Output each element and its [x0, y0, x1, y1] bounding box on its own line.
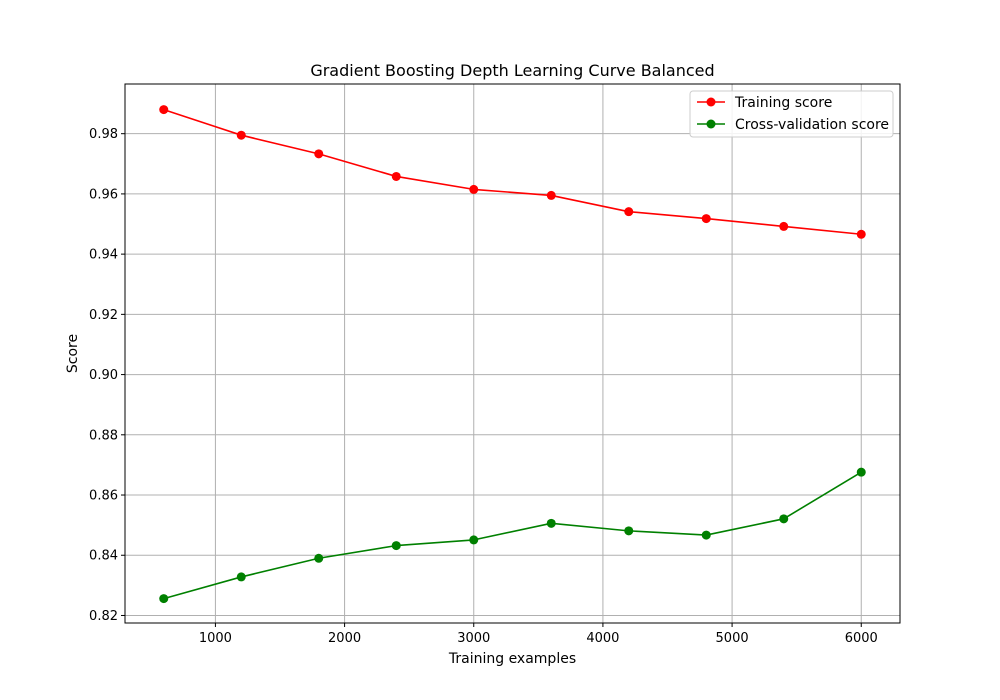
legend-marker-training: [706, 97, 716, 107]
data-point-training: [856, 229, 866, 239]
x-tick-label: 6000: [845, 631, 878, 646]
y-tick-label: 0.88: [89, 428, 118, 443]
legend: Training score Cross-validation score: [689, 90, 894, 138]
data-point-training: [779, 221, 789, 231]
data-point-validation: [159, 594, 169, 604]
data-point-training: [159, 105, 169, 115]
x-tick-label: 1000: [199, 631, 232, 646]
data-point-validation: [624, 526, 634, 536]
data-point-validation: [701, 530, 711, 540]
data-point-validation: [546, 518, 556, 528]
data-point-training: [391, 171, 401, 181]
tick-layer: 1000 2000 3000 4000 5000 6000 0.82 0.84 0.86 0.88…: [89, 127, 878, 646]
series-line-validation: [163, 471, 862, 600]
y-tick-label: 0.82: [89, 609, 118, 624]
data-point-validation: [236, 572, 246, 582]
data-point-validation: [779, 514, 789, 524]
data-point-training: [314, 149, 324, 159]
y-tick-label: 0.96: [89, 187, 118, 202]
legend-label-validation: Cross-validation score: [735, 117, 889, 133]
data-point-training: [469, 184, 479, 194]
data-point-training: [701, 214, 711, 224]
y-axis-label: Score: [65, 334, 81, 373]
legend-box: [689, 90, 894, 138]
data-point-validation: [314, 553, 324, 563]
y-tick-label: 0.84: [89, 549, 118, 564]
data-point-validation: [856, 467, 866, 477]
x-tick-label: 5000: [716, 631, 749, 646]
x-tick-label: 3000: [457, 631, 490, 646]
x-tick-label: 4000: [586, 631, 619, 646]
grid-layer: [125, 84, 900, 623]
chart-title: Gradient Boosting Depth Learning Curve B…: [310, 61, 714, 80]
y-tick-label: 0.92: [89, 308, 118, 323]
data-point-training: [624, 207, 634, 217]
x-tick-label: 2000: [328, 631, 361, 646]
y-tick-label: 0.86: [89, 489, 118, 504]
y-tick-label: 0.98: [89, 127, 118, 142]
data-point-validation: [391, 541, 401, 551]
series-layer: [159, 105, 866, 604]
data-point-training: [236, 130, 246, 140]
legend-marker-validation: [706, 119, 716, 129]
y-tick-label: 0.90: [89, 368, 118, 383]
x-axis-label: Training examples: [448, 651, 576, 667]
series-line-training: [163, 108, 862, 236]
y-tick-label: 0.94: [89, 248, 118, 263]
legend-label-training: Training score: [734, 95, 832, 111]
data-point-validation: [469, 535, 479, 545]
data-point-training: [546, 190, 556, 200]
plot-frame: [124, 83, 901, 624]
